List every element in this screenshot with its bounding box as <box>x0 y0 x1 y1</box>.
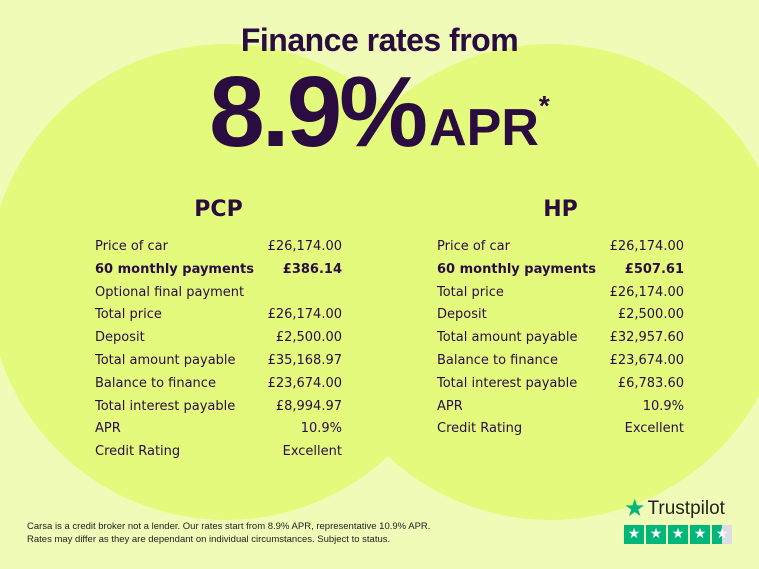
row-label: Optional final payment <box>95 284 245 300</box>
star-icon: ★ <box>690 525 710 544</box>
asterisk: * <box>538 90 550 121</box>
row-value: £2,500.00 <box>617 307 684 323</box>
row-label: Deposit <box>95 330 145 346</box>
row-label: Credit Rating <box>95 444 181 460</box>
row-value: £507.61 <box>624 261 684 277</box>
hp-title: HP <box>543 197 578 222</box>
row-label: Total interest payable <box>437 375 578 391</box>
row-label: Deposit <box>437 307 487 323</box>
pcp-title: PCP <box>194 197 243 222</box>
disclaimer-line: Carsa is a credit broker not a lender. O… <box>27 521 431 532</box>
trustpilot-logo: ★ Trustpilot <box>624 494 732 523</box>
table-row: Total price £26,174.00 <box>95 304 342 327</box>
row-value: Excellent <box>282 444 342 460</box>
table-row: APR 10.9% <box>95 418 342 441</box>
disclaimer-line: Rates may differ as they are dependant o… <box>27 534 391 545</box>
row-value: £386.14 <box>282 261 342 277</box>
table-row: Total amount payable £32,957.60 <box>437 327 684 350</box>
table-row: Balance to finance £23,674.00 <box>437 350 684 373</box>
row-value: £26,174.00 <box>267 307 342 323</box>
table-row: Total amount payable £35,168.97 <box>95 350 342 373</box>
disclaimer: Carsa is a credit broker not a lender. O… <box>27 520 430 546</box>
row-value: £23,674.00 <box>267 375 342 391</box>
row-label: Total price <box>437 284 504 300</box>
row-value: 10.9% <box>642 398 684 414</box>
row-label: Total interest payable <box>95 398 236 414</box>
row-value: 10.9% <box>300 421 342 437</box>
row-label: Total amount payable <box>437 330 578 346</box>
star-icon: ★ <box>646 525 666 544</box>
star-icon: ★ <box>668 525 688 544</box>
row-label: 60 monthly payments <box>437 261 596 277</box>
row-value: £8,994.97 <box>275 398 342 414</box>
row-label: Total amount payable <box>95 352 236 368</box>
row-value: £32,957.60 <box>609 330 684 346</box>
table-row: Balance to finance £23,674.00 <box>95 373 342 396</box>
table-row: Price of car £26,174.00 <box>95 236 342 259</box>
table-row: Deposit £2,500.00 <box>437 304 684 327</box>
row-value: £23,674.00 <box>609 352 684 368</box>
row-label: Total price <box>95 307 162 323</box>
table-row: Total interest payable £6,783.60 <box>437 373 684 396</box>
row-label: Price of car <box>437 239 510 254</box>
table-row: Total interest payable £8,994.97 <box>95 396 342 419</box>
row-value: £35,168.97 <box>267 352 342 368</box>
row-label: 60 monthly payments <box>95 261 254 277</box>
table-row: Optional final payment <box>95 282 342 305</box>
row-label: Balance to finance <box>437 352 558 368</box>
rate-unit: APR <box>429 99 539 157</box>
rate-value: 8.9% <box>209 56 428 168</box>
row-value: £2,500.00 <box>275 330 342 346</box>
table-row: 60 monthly payments £386.14 <box>95 259 342 282</box>
hp-table: HP Price of car £26,174.00 60 monthly paym… <box>437 196 684 441</box>
table-row: Total price £26,174.00 <box>437 282 684 305</box>
row-label: APR <box>437 398 463 414</box>
row-value: £26,174.00 <box>609 239 684 254</box>
row-label: Price of car <box>95 239 168 254</box>
table-row: Credit Rating Excellent <box>95 441 342 464</box>
row-label: APR <box>95 421 121 437</box>
trustpilot-badge: ★ Trustpilot ★ ★ ★ ★ ★ <box>624 494 732 544</box>
table-row: 60 monthly payments £507.61 <box>437 259 684 282</box>
row-value: £6,783.60 <box>617 375 684 391</box>
decorative-circle-right <box>312 44 759 520</box>
headline-title: Finance rates from <box>240 22 519 58</box>
trustpilot-name: Trustpilot <box>647 497 725 519</box>
headline-rate: 8.9% APR * <box>0 62 759 162</box>
row-value: Excellent <box>624 421 684 437</box>
row-label: Balance to finance <box>95 375 216 391</box>
pcp-table: PCP Price of car £26,174.00 60 monthly pay… <box>95 196 342 464</box>
table-row: APR 10.9% <box>437 396 684 419</box>
star-icon: ★ <box>712 525 732 544</box>
trustpilot-rating: ★ ★ ★ ★ ★ <box>624 525 732 544</box>
row-value: £26,174.00 <box>267 239 342 254</box>
row-value: £26,174.00 <box>609 284 684 300</box>
table-row: Credit Rating Excellent <box>437 418 684 441</box>
star-icon: ★ <box>624 525 644 544</box>
table-row: Price of car £26,174.00 <box>437 236 684 259</box>
star-icon: ★ <box>624 495 646 522</box>
table-row: Deposit £2,500.00 <box>95 327 342 350</box>
row-label: Credit Rating <box>437 421 523 437</box>
